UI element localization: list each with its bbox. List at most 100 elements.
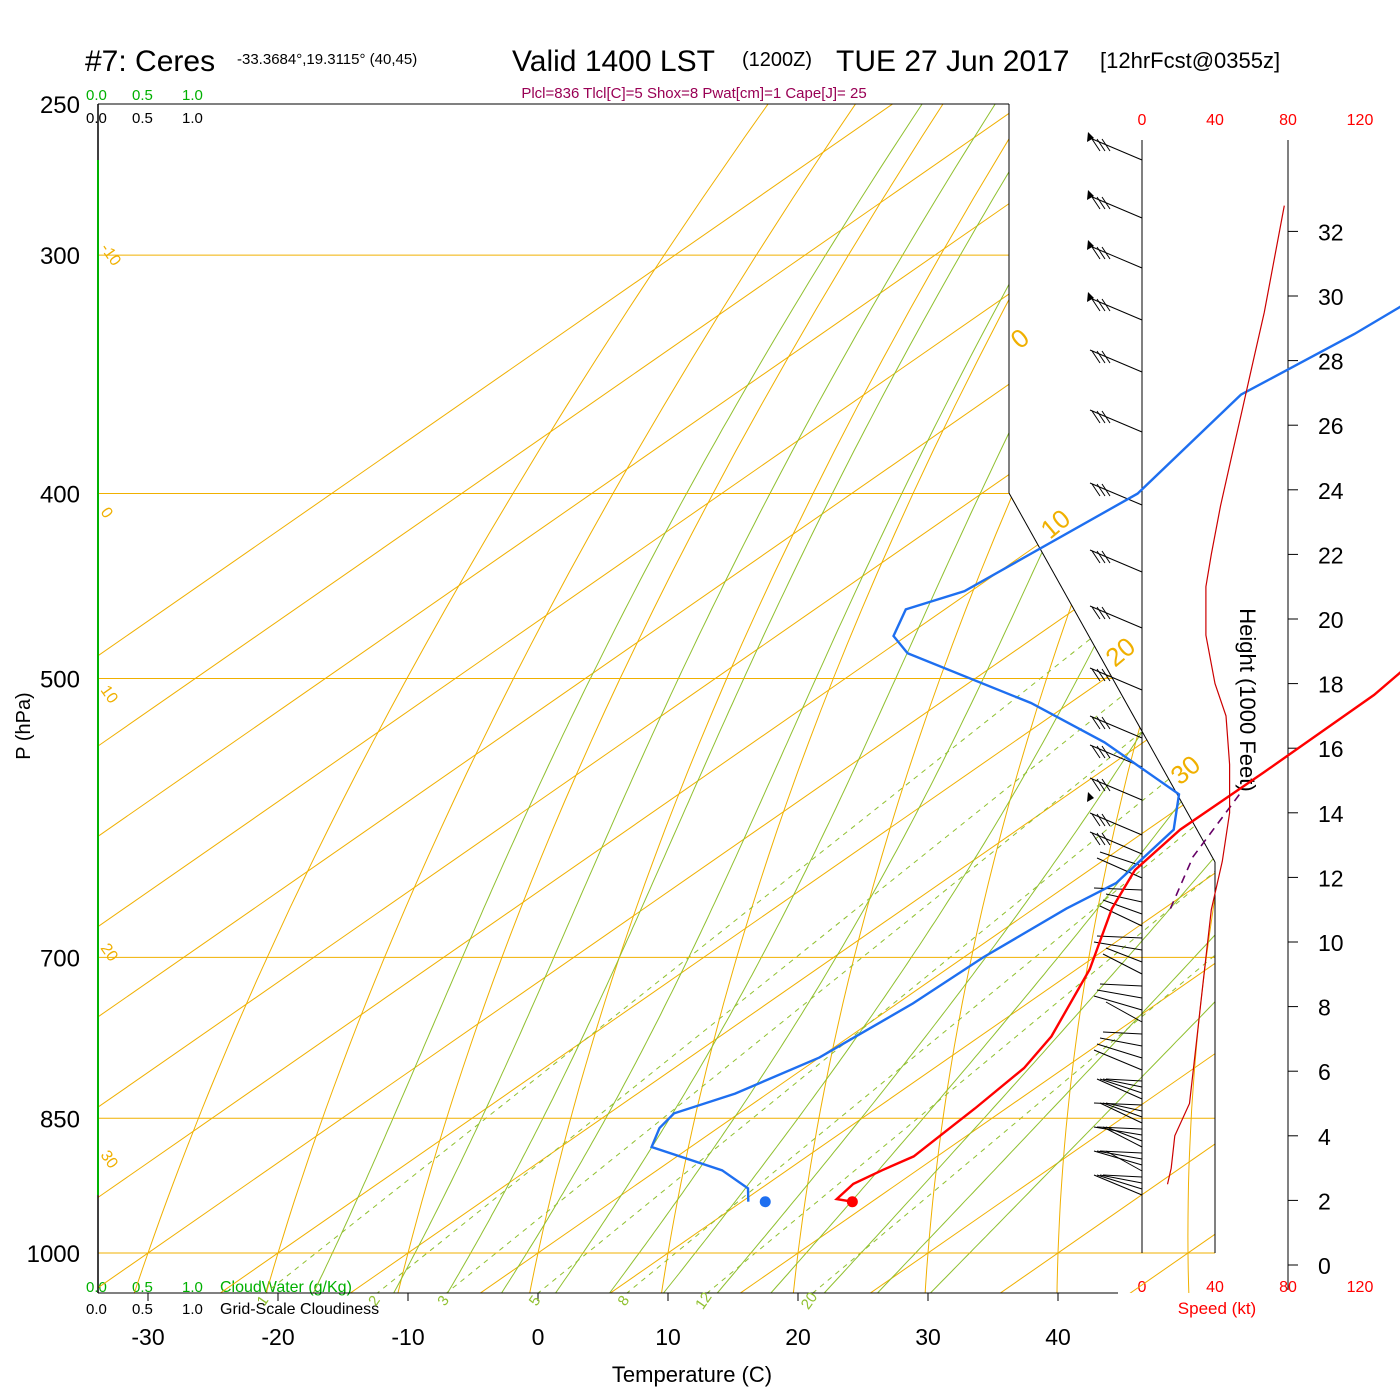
- station-title: #7: Ceres: [85, 45, 215, 78]
- wind-pennant: [1087, 792, 1094, 802]
- wind-barb-staff: [1099, 1174, 1143, 1184]
- wind-pennant: [1087, 190, 1094, 200]
- pressure-tick-label: 250: [40, 92, 80, 119]
- wind-barbs: [1087, 132, 1143, 1196]
- wind-pennant: [1087, 132, 1094, 142]
- wind-barb-flag: [1091, 716, 1101, 730]
- mixing-ratio-line: [328, 493, 1215, 1293]
- mixing-ratio-label: 5: [526, 1293, 545, 1310]
- wind-barb-flag: [1101, 410, 1111, 424]
- pressure-tick-label: 700: [40, 945, 80, 972]
- isotherm-line: [98, 104, 1215, 1293]
- mixing-ratio-label: 20: [798, 1289, 821, 1312]
- dry-adiabats: [121, 104, 1215, 1293]
- height-tick-label: 18: [1318, 672, 1344, 698]
- wind-barb-flag: [1096, 550, 1106, 564]
- wind-barb-flag: [1096, 778, 1106, 792]
- cloudwater-tick-bottom-0: 0.0: [86, 1279, 107, 1296]
- x-axis-title: Temperature (C): [612, 1362, 772, 1387]
- dry-adiabat-line: [1187, 104, 1215, 1293]
- moist-adiabat-line: [293, 104, 923, 1293]
- height-tick-label: 20: [1318, 607, 1344, 633]
- height-tick-label: 6: [1318, 1059, 1331, 1085]
- pressure-tick-label: 850: [40, 1106, 80, 1133]
- wind-barb-staff: [1093, 941, 1143, 951]
- isotherm-line: [98, 104, 1215, 1293]
- x-tick-label: -10: [391, 1324, 424, 1350]
- x-tick-label: 20: [785, 1324, 811, 1350]
- height-tick-label: 4: [1318, 1124, 1331, 1150]
- wind-barb-flag: [1101, 298, 1111, 312]
- wind-barb-flag: [1091, 832, 1101, 846]
- wind-barb-staff: [1089, 482, 1143, 506]
- wind-barb-flag: [1091, 138, 1101, 152]
- wind-barb-flag: [1096, 606, 1106, 620]
- isotherm-label-left: 10: [97, 683, 121, 707]
- wind-barb-flag: [1096, 138, 1106, 152]
- wind-barb-staff: [1096, 1174, 1143, 1190]
- wind-barb-staff: [1105, 1150, 1143, 1172]
- wind-barb-flag: [1101, 745, 1111, 759]
- wind-barb-flag: [1101, 246, 1111, 260]
- wind-barb-flag: [1096, 745, 1106, 759]
- wind-barb-staff: [1099, 1078, 1143, 1094]
- cloudiness-tick-bottom-1: 0.5: [132, 1301, 153, 1318]
- height-tick-label: 30: [1318, 284, 1344, 310]
- plot-frame: [97, 103, 1289, 1294]
- moist-adiabats: [293, 104, 1215, 1293]
- y-axis-title: P (hPa): [13, 692, 35, 759]
- cloudwater-tick-bottom-2: 1.0: [182, 1279, 203, 1296]
- wind-barb-staff: [1105, 1078, 1143, 1082]
- wind-barb-staff: [1093, 1049, 1143, 1071]
- wind-barb-flag: [1091, 196, 1101, 210]
- isotherm-line: [98, 104, 1160, 1293]
- wind-barb-flag: [1101, 716, 1111, 730]
- height-tick-label: 28: [1318, 349, 1344, 375]
- wind-barb-staff: [1089, 777, 1143, 801]
- wind-barb-staff: [1089, 831, 1143, 855]
- forecast-run: [12hrFcst@0355z]: [1100, 48, 1280, 73]
- x-tick-label: 40: [1045, 1324, 1071, 1350]
- moist-adiabat-line: [683, 104, 1215, 1293]
- wind-barb-flag: [1101, 550, 1111, 564]
- wind-barb-flag: [1091, 550, 1101, 564]
- moist-adiabat-line: [423, 104, 1051, 1293]
- wind-barb-staff: [1102, 1031, 1143, 1035]
- wind-barb-staff: [1089, 549, 1143, 573]
- moist-adiabat-line: [839, 104, 1215, 1293]
- isotherm-label-left: 0: [97, 505, 116, 522]
- cloudwater-label: CloudWater (g/Kg): [220, 1279, 352, 1296]
- wind-barb-staff: [1096, 857, 1143, 879]
- height-tick-label: 14: [1318, 801, 1344, 827]
- height-tick-label: 32: [1318, 219, 1344, 245]
- dry-adiabat-line: [254, 104, 986, 1293]
- mixing-ratio-line: [579, 493, 1215, 1293]
- wind-barb-flag: [1091, 298, 1101, 312]
- wind-barb-staff: [1096, 935, 1143, 939]
- isotherm-label-left: 20: [97, 941, 121, 965]
- wind-barb-staff: [1105, 1126, 1143, 1142]
- dry-adiabat-line: [388, 104, 1068, 1293]
- wind-barb-staff: [1102, 1102, 1143, 1118]
- isobars: [98, 103, 1215, 1254]
- wind-barb-flag: [1096, 483, 1106, 497]
- wind-barb-flag: [1101, 483, 1111, 497]
- dry-adiabat-line: [521, 104, 1150, 1293]
- wind-barb-flag: [1096, 832, 1106, 846]
- pressure-tick-label: 500: [40, 667, 80, 694]
- wind-barb-flag: [1096, 716, 1106, 730]
- wind-barb-staff: [1089, 137, 1143, 161]
- wind-barb-staff: [1105, 893, 1143, 903]
- moist-adiabat-line: [475, 104, 1113, 1293]
- x-tick-label: -20: [261, 1324, 294, 1350]
- wind-barb-flag: [1101, 138, 1111, 152]
- wind-barb-staff: [1089, 715, 1143, 739]
- speed-tick-top-2: 80: [1279, 112, 1297, 129]
- wind-barb-staff: [1089, 605, 1143, 629]
- height-tick-label: 10: [1318, 930, 1344, 956]
- dry-adiabat-line: [1056, 104, 1215, 1293]
- mixing-ratio-label: 3: [434, 1293, 453, 1310]
- speed-tick-top-1: 40: [1206, 112, 1224, 129]
- speed-axis-title: Speed (kt): [1178, 1299, 1256, 1318]
- wind-barb-flag: [1096, 350, 1106, 364]
